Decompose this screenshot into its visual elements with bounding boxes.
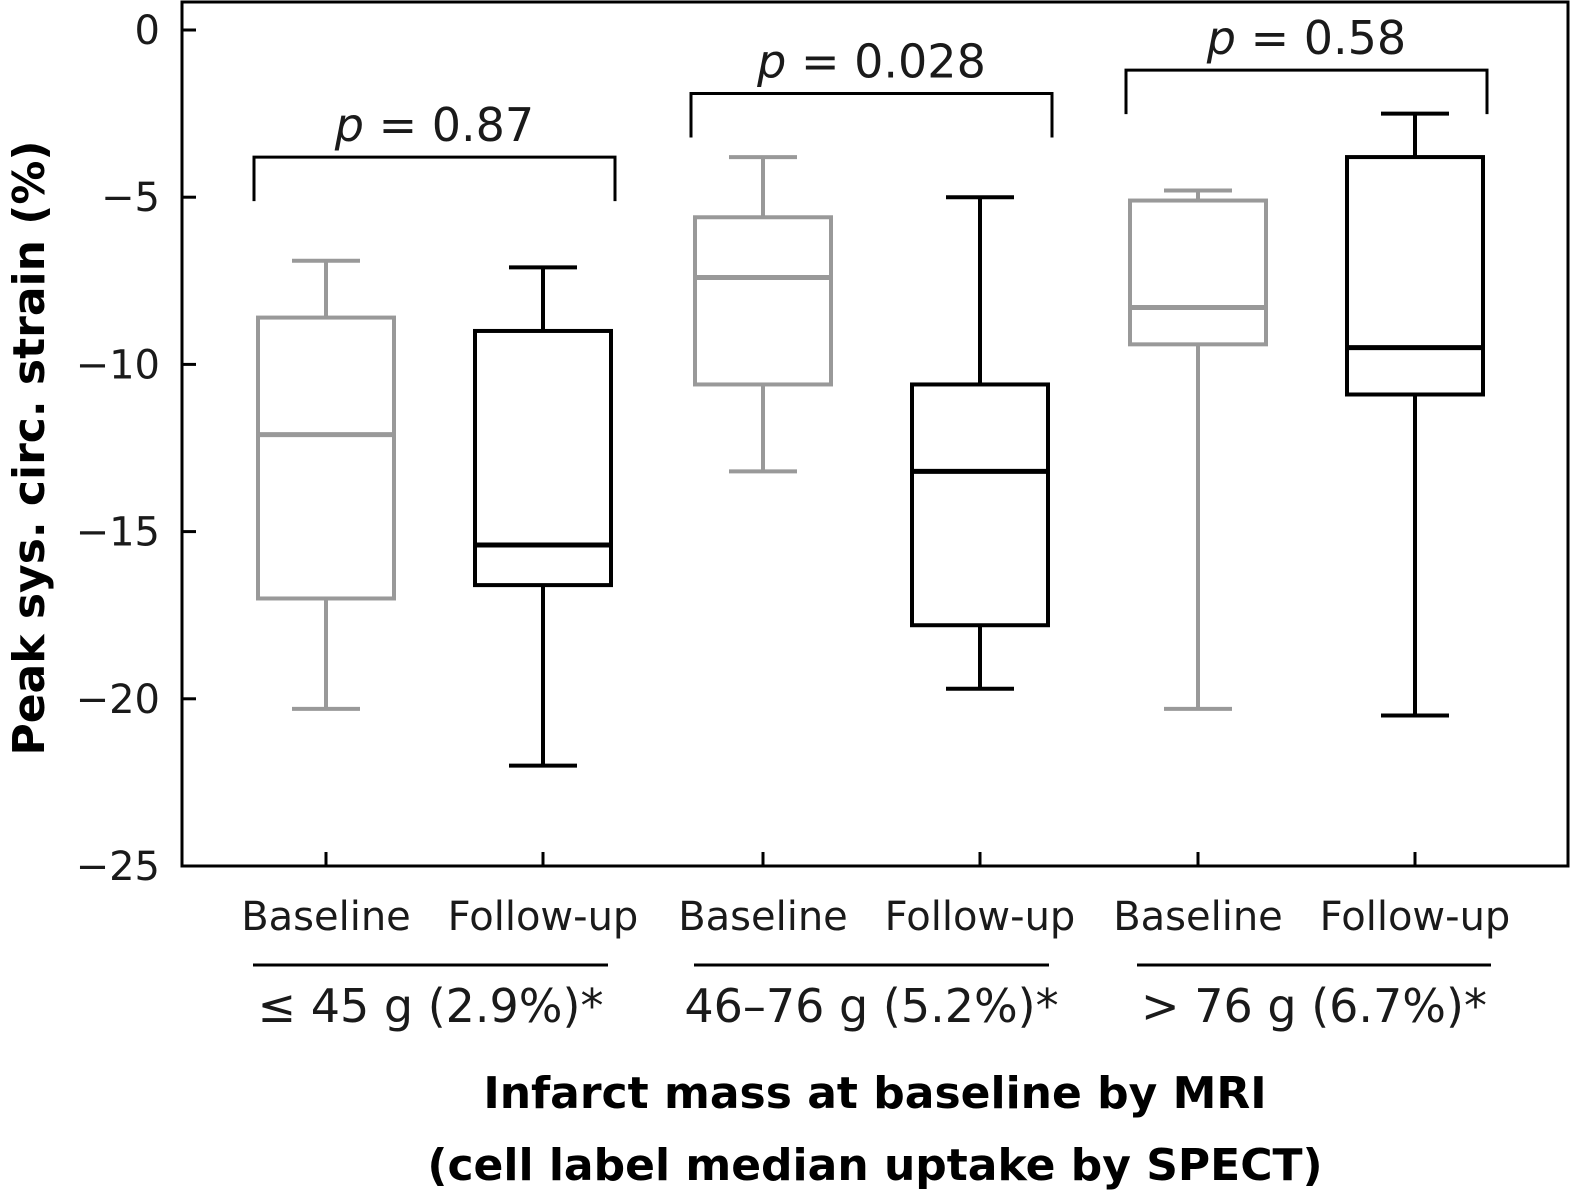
box-baseline-group-1 (256, 258, 396, 711)
y-axis-title: Peak sys. circ. strain (%) (4, 140, 55, 755)
y-tick-label: −15 (76, 510, 160, 556)
p-value-number: = 0.58 (1236, 11, 1406, 65)
p-symbol: p (1206, 11, 1236, 65)
p-value-bracket (689, 92, 1054, 138)
box-followup-group-2 (910, 195, 1050, 691)
p-value-bracket (1124, 68, 1489, 115)
y-tick-label: −10 (76, 342, 160, 388)
p-value-label: p = 0.87 (334, 98, 534, 152)
iqr-box (1345, 155, 1485, 397)
y-tick-label: −20 (76, 677, 160, 723)
iqr-box (693, 215, 833, 387)
y-tick-label: −25 (76, 844, 160, 890)
y-tick-label: 0 (135, 8, 160, 54)
iqr-box (1128, 198, 1268, 347)
x-axis-title-line1: Infarct mass at baseline by MRI (483, 1068, 1266, 1119)
iqr-box (910, 382, 1050, 628)
x-category-label: Follow-up (448, 894, 639, 940)
x-category-label: Follow-up (885, 894, 1076, 940)
box-baseline-group-2 (693, 155, 833, 474)
group-label: 46–76 g (5.2%)* (684, 979, 1058, 1033)
p-symbol: p (334, 98, 364, 152)
p-symbol: p (756, 35, 786, 89)
y-tick-label: −5 (101, 175, 160, 221)
p-value-label: p = 0.58 (1206, 11, 1406, 65)
x-axis-title-line2: (cell label median uptake by SPECT) (427, 1140, 1322, 1191)
x-category-label: Baseline (1113, 894, 1283, 940)
p-value-number: = 0.028 (786, 35, 985, 89)
p-value-bracket (252, 155, 617, 202)
box-baseline-group-3 (1128, 188, 1268, 711)
x-category-label: Baseline (678, 894, 848, 940)
x-category-label: Baseline (241, 894, 411, 940)
x-category-label: Follow-up (1320, 894, 1511, 940)
group-label: > 76 g (6.7%)* (1141, 979, 1487, 1033)
p-value-number: = 0.87 (364, 98, 534, 152)
p-value-label: p = 0.028 (756, 35, 986, 89)
box-followup-group-1 (473, 265, 613, 768)
plot-frame (180, 0, 1570, 868)
iqr-box (256, 315, 396, 601)
group-label: ≤ 45 g (2.9%)* (258, 979, 604, 1033)
box-followup-group-3 (1345, 111, 1485, 718)
